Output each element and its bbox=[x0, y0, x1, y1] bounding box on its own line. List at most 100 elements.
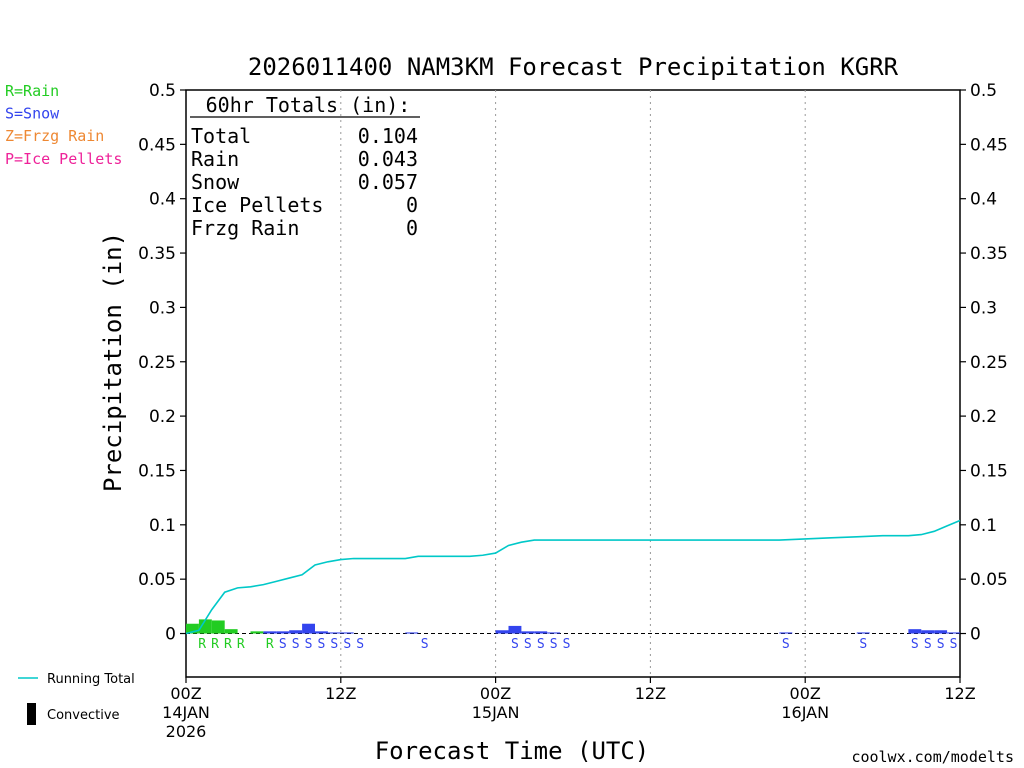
plot-frame bbox=[185, 89, 961, 678]
y-tick-label-right: 0.15 bbox=[970, 461, 1008, 481]
hourly-precip-bars bbox=[186, 619, 960, 634]
totals-row-label: Total bbox=[191, 124, 251, 148]
precip-type-legend: R=Rain S=Snow Z=Frzg Rain P=Ice Pellets bbox=[5, 82, 122, 168]
precip-bar bbox=[947, 632, 960, 634]
totals-header: 60hr Totals (in): bbox=[206, 93, 411, 117]
type-marker: S bbox=[782, 637, 790, 652]
y-tick-label-right: 0.35 bbox=[970, 244, 1008, 264]
x-tick-label: 12Z bbox=[325, 684, 356, 703]
type-legend-entry: P=Ice Pellets bbox=[5, 150, 122, 168]
precip-bar bbox=[921, 630, 935, 634]
precip-bar bbox=[405, 632, 419, 634]
type-marker: S bbox=[859, 637, 867, 652]
precip-bar bbox=[534, 631, 548, 634]
y-tick-label-right: 0.25 bbox=[970, 353, 1008, 373]
type-marker: S bbox=[924, 637, 932, 652]
type-marker: S bbox=[524, 637, 532, 652]
x-axis-label: Forecast Time (UTC) bbox=[375, 737, 650, 765]
y-tick-label: 0.2 bbox=[149, 407, 176, 427]
type-marker: S bbox=[279, 637, 287, 652]
type-marker: R bbox=[266, 637, 274, 652]
type-marker: R bbox=[211, 637, 219, 652]
type-marker: S bbox=[537, 637, 545, 652]
type-marker: S bbox=[511, 637, 519, 652]
precip-bar bbox=[263, 631, 277, 634]
precip-bar bbox=[521, 631, 535, 634]
watermark: coolwx.com/modelts bbox=[851, 748, 1014, 766]
type-marker: R bbox=[237, 637, 245, 652]
y-tick-label-right: 0.05 bbox=[970, 570, 1008, 590]
precip-bar bbox=[250, 631, 264, 634]
type-marker: S bbox=[343, 637, 351, 652]
totals-row-label: Snow bbox=[191, 170, 240, 194]
y-tick-label: 0.3 bbox=[149, 298, 176, 318]
legend-series-label: Running Total bbox=[47, 672, 135, 687]
precip-bar bbox=[315, 631, 328, 634]
type-legend-entry: R=Rain bbox=[5, 82, 59, 100]
grid-lines bbox=[340, 90, 806, 677]
totals-row-value: 0 bbox=[406, 216, 418, 240]
y-axis-left: 0 0.05 0.1 0.15 0.2 0.25 0.3 0.35 0.4 0.45 0.5 bbox=[138, 81, 186, 645]
y-tick-label: 0.05 bbox=[138, 570, 176, 590]
precip-bar bbox=[340, 632, 354, 634]
totals-row-value: 0.104 bbox=[358, 124, 418, 148]
y-tick-label-right: 0.5 bbox=[970, 81, 997, 101]
y-tick-label-right: 0.1 bbox=[970, 516, 997, 536]
y-tick-label: 0.4 bbox=[149, 190, 176, 210]
x-tick-label: 12Z bbox=[635, 684, 666, 703]
totals-row-label: Frzg Rain bbox=[191, 216, 299, 240]
type-marker: S bbox=[305, 637, 313, 652]
totals-row-label: Ice Pellets bbox=[191, 193, 323, 217]
precip-bar bbox=[276, 631, 290, 634]
legend-series-label: Convective bbox=[47, 708, 120, 723]
totals-row-label: Rain bbox=[191, 147, 239, 171]
y-tick-label: 0.1 bbox=[149, 516, 176, 536]
totals-row-value: 0.043 bbox=[358, 147, 418, 171]
precip-bar bbox=[856, 632, 870, 634]
type-marker: R bbox=[224, 637, 232, 652]
precip-bar bbox=[224, 629, 238, 634]
y-tick-label: 0.5 bbox=[149, 81, 176, 101]
type-legend-entry: Z=Frzg Rain bbox=[5, 127, 104, 145]
type-marker: R bbox=[198, 637, 206, 652]
precip-bar bbox=[289, 630, 303, 634]
precip-bar bbox=[211, 620, 225, 634]
type-marker: S bbox=[950, 637, 958, 652]
y-tick-label-right: 0 bbox=[970, 625, 981, 645]
precip-bar bbox=[908, 629, 922, 634]
y-tick-label-right: 0.45 bbox=[970, 135, 1008, 155]
precip-bar bbox=[186, 623, 199, 634]
y-axis-right: 0 0.05 0.1 0.15 0.2 0.25 0.3 0.35 0.4 0.45 0.5 bbox=[960, 81, 1008, 645]
y-tick-label-right: 0.2 bbox=[970, 407, 997, 427]
precip-bar bbox=[302, 623, 315, 634]
type-marker: S bbox=[421, 637, 429, 652]
precip-bar bbox=[198, 619, 212, 634]
x-tick-label: 16JAN bbox=[781, 703, 829, 722]
totals-row-value: 0.057 bbox=[358, 170, 418, 194]
x-tick-label: 00Z bbox=[790, 684, 821, 703]
legend-bar-swatch bbox=[27, 703, 36, 725]
x-tick-label: 12Z bbox=[944, 684, 975, 703]
y-tick-label: 0 bbox=[165, 625, 176, 645]
type-marker: S bbox=[356, 637, 364, 652]
y-tick-label: 0.45 bbox=[138, 135, 176, 155]
x-tick-label: 00Z bbox=[480, 684, 511, 703]
y-tick-label: 0.25 bbox=[138, 353, 176, 373]
type-marker: S bbox=[563, 637, 571, 652]
x-tick-label: 00Z bbox=[170, 684, 201, 703]
totals-row-value: 0 bbox=[406, 193, 418, 217]
running-total-polyline bbox=[185, 519, 961, 635]
y-tick-label: 0.35 bbox=[138, 244, 176, 264]
chart-title: 2026011400 NAM3KM Forecast Precipitation… bbox=[248, 53, 899, 81]
y-tick-label-right: 0.4 bbox=[970, 190, 997, 210]
y-tick-label-right: 0.3 bbox=[970, 298, 997, 318]
precip-bar bbox=[547, 632, 561, 634]
precip-bar bbox=[495, 630, 509, 634]
precip-bar bbox=[508, 625, 522, 634]
type-marker: S bbox=[292, 637, 300, 652]
type-marker: S bbox=[318, 637, 326, 652]
type-marker: S bbox=[550, 637, 558, 652]
